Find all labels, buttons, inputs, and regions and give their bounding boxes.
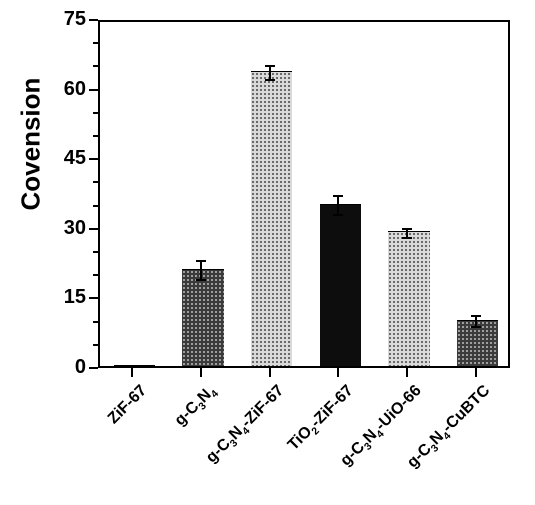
xtick-mark xyxy=(406,368,408,377)
ytick-mark xyxy=(89,297,98,299)
ytick-label: 45 xyxy=(48,147,86,170)
ytick-minor xyxy=(93,42,98,44)
ytick-mark xyxy=(89,367,98,369)
ytick-mark xyxy=(89,228,98,230)
ytick-minor xyxy=(93,135,98,137)
ytick-mark xyxy=(89,89,98,91)
xtick-mark xyxy=(269,368,271,377)
error-bar-cap xyxy=(265,65,275,67)
ytick-minor xyxy=(93,321,98,323)
xtick-mark xyxy=(200,368,202,377)
xtick-label: g-C3N4 xyxy=(172,382,221,431)
ytick-label: 75 xyxy=(48,8,86,31)
bar-chart-figure: Covension 01530456075 ZiF-67g-C3N4g-C3N4… xyxy=(0,0,535,505)
error-bar-stem xyxy=(269,66,271,80)
error-bar-cap xyxy=(196,260,206,262)
ytick-label: 60 xyxy=(48,78,86,101)
bar xyxy=(388,231,429,366)
ytick-mark xyxy=(89,158,98,160)
ytick-minor xyxy=(93,65,98,67)
error-bar-cap xyxy=(196,279,206,281)
error-bar-cap xyxy=(333,214,343,216)
error-bar-cap xyxy=(471,315,481,317)
ytick-minor xyxy=(93,344,98,346)
xtick-mark xyxy=(337,368,339,377)
bar xyxy=(114,365,155,366)
ytick-label: 30 xyxy=(48,217,86,240)
error-bar-cap xyxy=(402,237,412,239)
ytick-minor xyxy=(93,181,98,183)
ytick-label: 0 xyxy=(48,356,86,379)
ytick-label: 15 xyxy=(48,286,86,309)
ytick-minor xyxy=(93,274,98,276)
xtick-mark xyxy=(131,368,133,377)
bar xyxy=(182,269,223,366)
ytick-minor xyxy=(93,251,98,253)
ytick-minor xyxy=(93,112,98,114)
xtick-label: ZiF-67 xyxy=(105,382,151,428)
xtick-mark xyxy=(475,368,477,377)
error-bar-cap xyxy=(402,228,412,230)
bars-layer xyxy=(100,22,508,366)
error-bar-stem xyxy=(200,261,202,280)
y-axis-label: Covension xyxy=(16,181,47,211)
xtick-label: TiO2-ZiF-67 xyxy=(285,382,359,456)
error-bar-cap xyxy=(265,79,275,81)
plot-area xyxy=(98,20,510,368)
ytick-mark xyxy=(89,19,98,21)
error-bar-stem xyxy=(337,196,339,215)
error-bar-cap xyxy=(471,326,481,328)
bar xyxy=(320,204,361,366)
ytick-minor xyxy=(93,205,98,207)
error-bar-cap xyxy=(333,195,343,197)
bar xyxy=(251,71,292,366)
